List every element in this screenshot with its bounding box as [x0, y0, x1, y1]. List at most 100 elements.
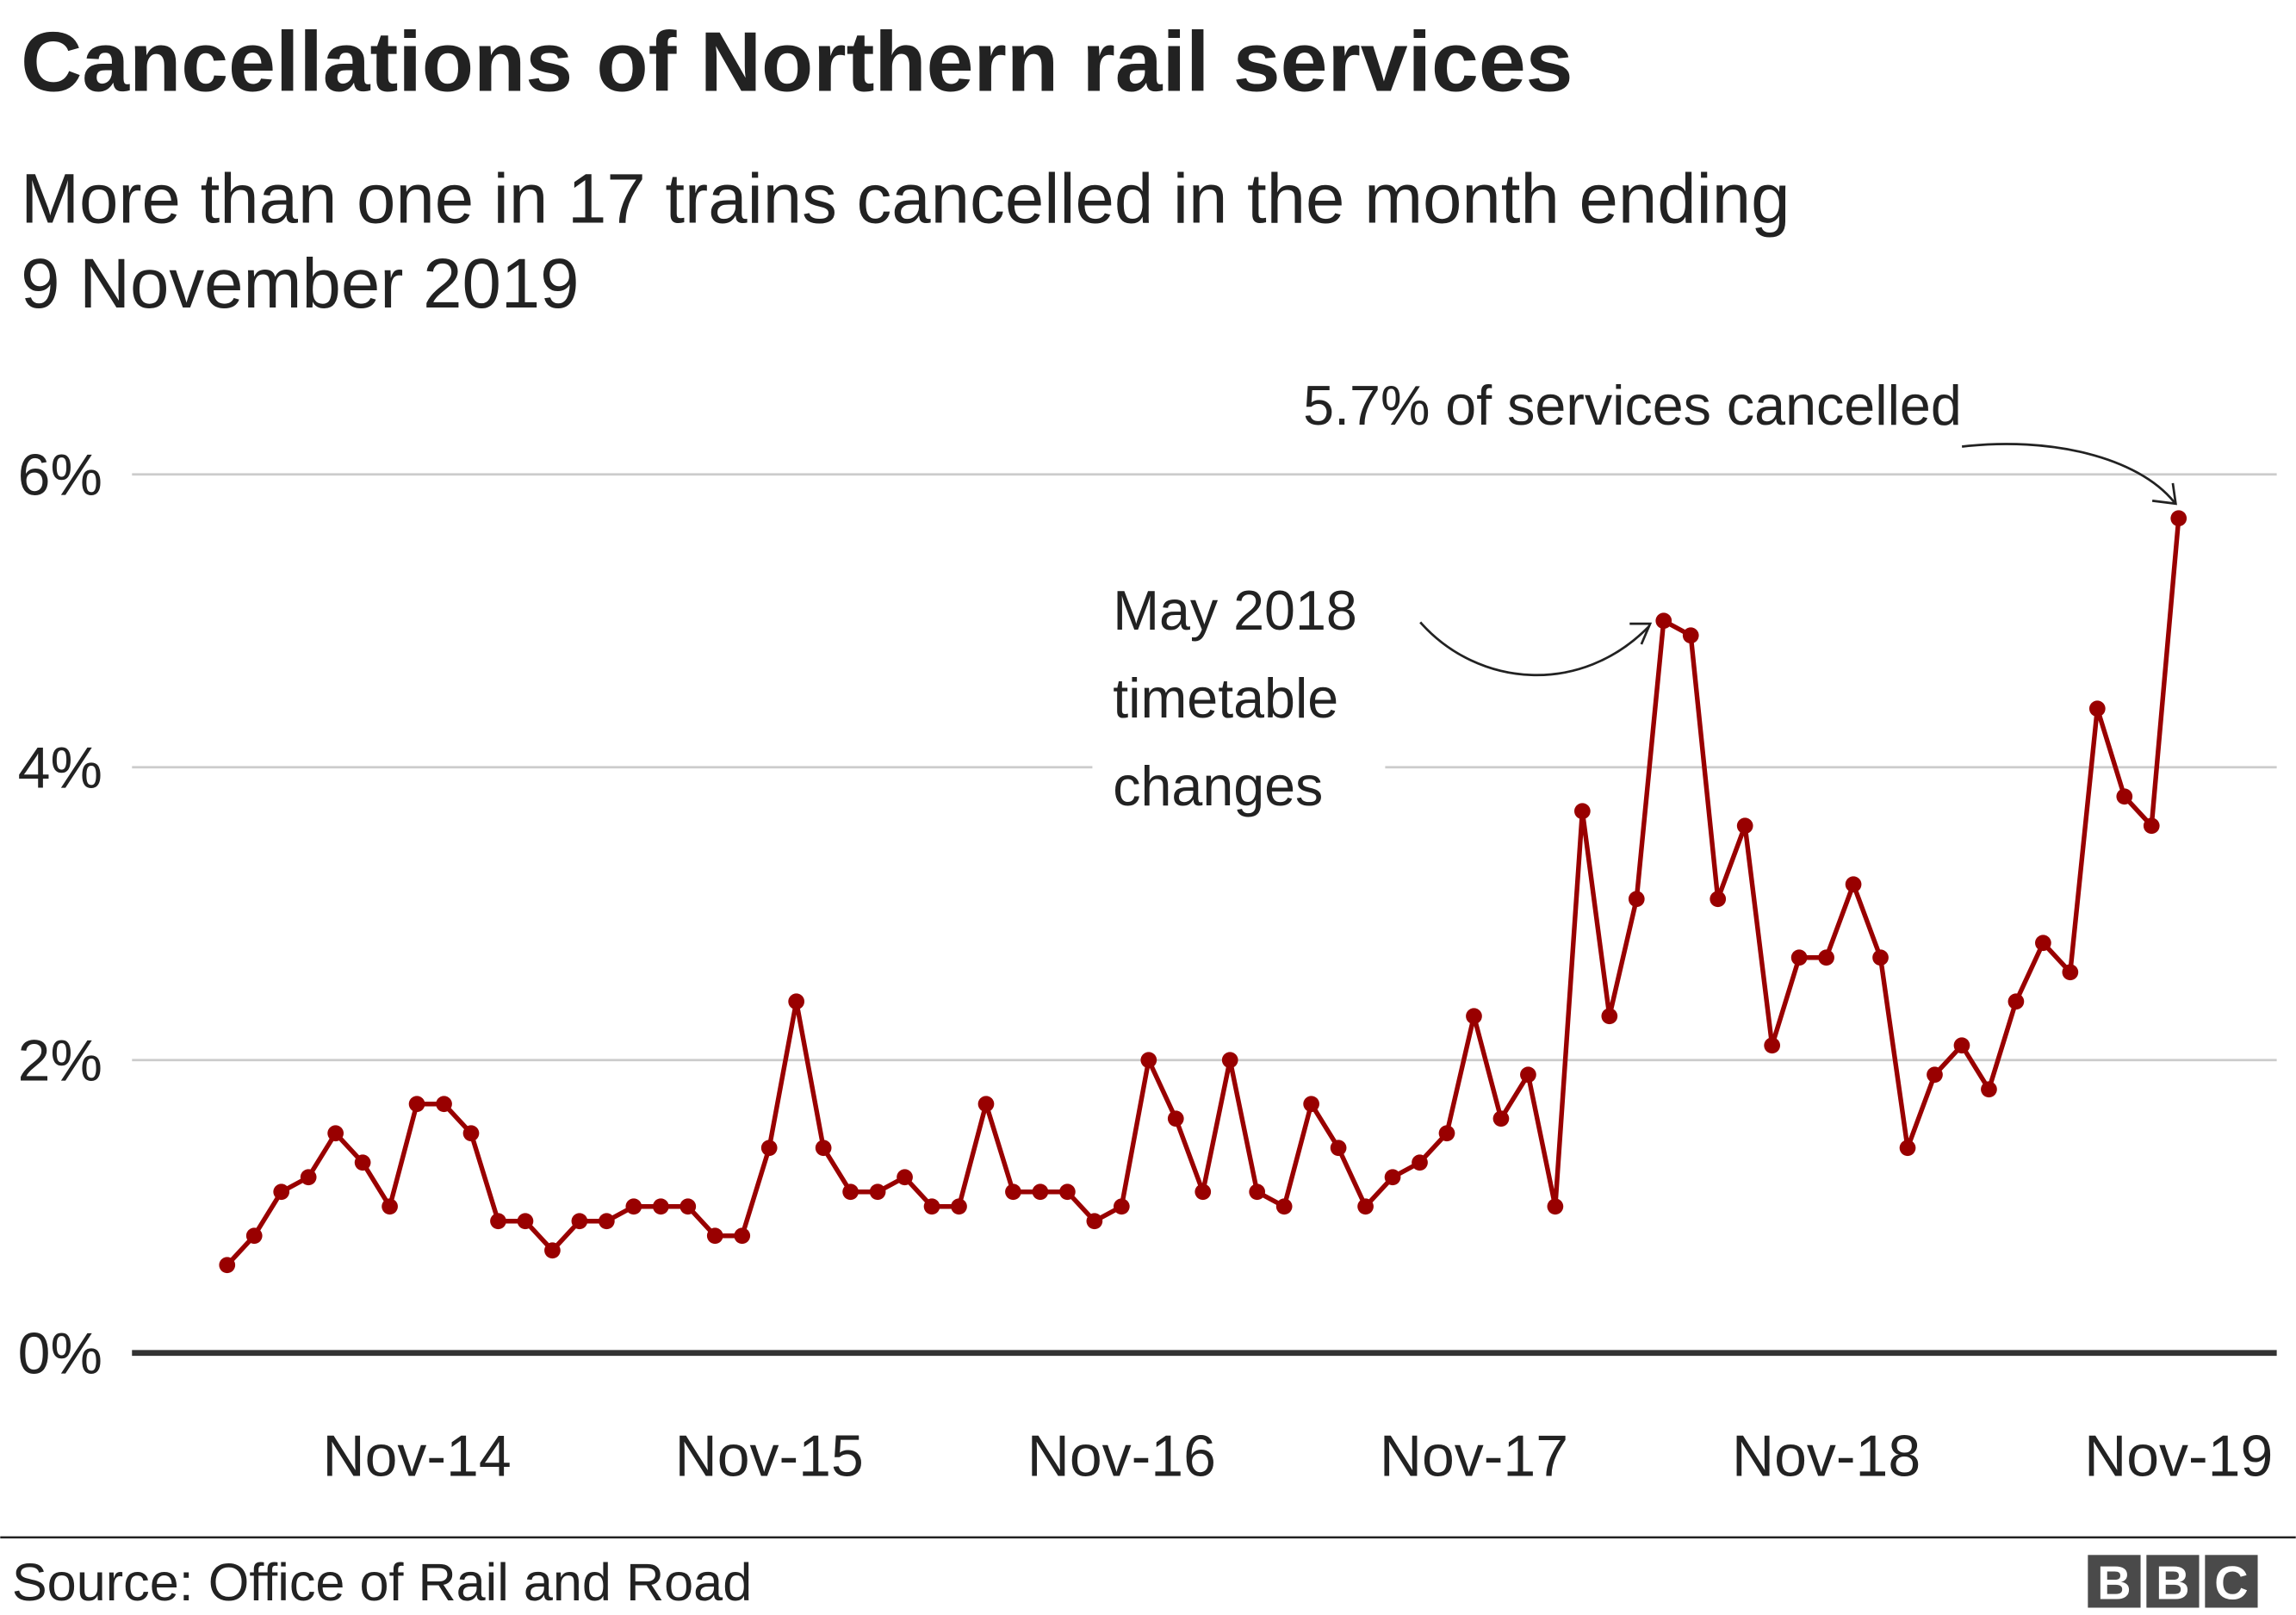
data-point — [327, 1125, 344, 1142]
data-point — [977, 1096, 995, 1113]
annotation-backdrop — [1092, 731, 1386, 805]
data-point — [1818, 949, 1834, 966]
data-point — [1601, 1008, 1618, 1025]
data-point — [1981, 1081, 1997, 1098]
chart-title: Cancellations of Northern rail services — [21, 14, 1573, 109]
data-point — [923, 1198, 940, 1215]
data-point — [1466, 1008, 1482, 1025]
data-point — [1032, 1183, 1049, 1201]
data-point — [1167, 1110, 1184, 1127]
data-point — [1086, 1213, 1103, 1230]
x-tick-label: Nov-18 — [1732, 1424, 1921, 1489]
chart-subtitle-line-2: 9 November 2019 — [21, 245, 579, 323]
data-point — [1628, 891, 1645, 908]
data-point — [1927, 1066, 1943, 1084]
annotation-arrow — [1419, 621, 1650, 677]
data-point — [2170, 510, 2187, 527]
data-point — [625, 1198, 642, 1215]
data-point — [1249, 1183, 1266, 1201]
data-point — [951, 1198, 967, 1215]
data-point — [1195, 1183, 1212, 1201]
data-point — [652, 1198, 669, 1215]
y-tick-label: 0% — [18, 1321, 102, 1387]
data-point — [1845, 876, 1862, 893]
x-tick-label: Nov-19 — [2084, 1424, 2273, 1489]
data-point — [354, 1154, 371, 1171]
data-point — [1790, 949, 1808, 966]
annotation-text-line: changes — [1113, 755, 1323, 817]
data-point — [408, 1096, 425, 1113]
data-point — [1764, 1037, 1781, 1054]
data-point — [2116, 788, 2133, 805]
y-tick-label: 4% — [18, 736, 102, 801]
data-point — [1275, 1198, 1293, 1215]
data-point — [815, 1140, 832, 1157]
y-axis-ticks: 0% 2% 4% 6% — [18, 443, 102, 1387]
bbc-logo: B B C — [2088, 1555, 2258, 1609]
annotation-may-2018: May 2018 timetable changes — [1113, 580, 1653, 817]
data-point — [382, 1198, 398, 1215]
annotation-text-line: May 2018 — [1113, 580, 1357, 642]
svg-text:C: C — [2214, 1556, 2248, 1609]
data-point — [1221, 1052, 1238, 1069]
data-point — [571, 1213, 588, 1230]
data-point — [2088, 700, 2106, 717]
x-axis-ticks: Nov-14 Nov-15 Nov-16 Nov-17 Nov-18 Nov-19 — [322, 1424, 2273, 1489]
data-point — [1492, 1110, 1510, 1127]
arrowhead-icon — [1629, 622, 1653, 645]
data-point — [1872, 949, 1889, 966]
annotation-text-line: timetable — [1113, 668, 1338, 730]
data-point — [300, 1169, 317, 1186]
data-point — [1113, 1198, 1130, 1215]
annotation-peak: 5.7% of services cancelled — [1303, 375, 2177, 506]
chart-subtitle-line-1: More than one in 17 trains cancelled in … — [21, 159, 1790, 238]
data-point — [1520, 1066, 1536, 1084]
source-text: Source: Office of Rail and Road — [12, 1553, 752, 1612]
data-point — [1655, 612, 1672, 630]
data-point — [1899, 1140, 1916, 1157]
data-point — [679, 1198, 697, 1215]
data-point — [462, 1125, 480, 1142]
data-point — [1303, 1096, 1319, 1113]
data-point — [2143, 817, 2160, 835]
data-point — [897, 1169, 913, 1186]
data-point — [1682, 627, 1699, 644]
data-point — [517, 1213, 534, 1230]
data-point — [544, 1242, 561, 1259]
data-point — [2007, 993, 2025, 1010]
x-tick-label: Nov-14 — [322, 1424, 511, 1489]
y-tick-label: 6% — [18, 443, 102, 508]
data-point — [1357, 1198, 1374, 1215]
data-point — [1710, 891, 1727, 908]
data-point — [219, 1257, 236, 1274]
data-point — [1412, 1154, 1428, 1171]
data-point — [2035, 935, 2051, 952]
data-point — [869, 1183, 886, 1201]
data-point — [1574, 803, 1591, 820]
data-point — [1953, 1037, 1970, 1054]
svg-text:B: B — [2156, 1556, 2189, 1609]
data-point — [760, 1140, 778, 1157]
x-tick-label: Nov-17 — [1380, 1424, 1568, 1489]
data-point — [245, 1227, 263, 1245]
data-point — [1736, 817, 1753, 835]
data-point — [1140, 1052, 1157, 1069]
annotation-arrow — [1961, 443, 2175, 503]
data-point — [842, 1183, 859, 1201]
data-point — [734, 1227, 751, 1245]
data-point — [1547, 1198, 1564, 1215]
arrowhead-icon — [2151, 482, 2177, 506]
annotation-text-line: 5.7% of services cancelled — [1303, 375, 1962, 437]
x-tick-label: Nov-16 — [1027, 1424, 1216, 1489]
data-point — [599, 1213, 615, 1230]
x-tick-label: Nov-15 — [675, 1424, 864, 1489]
data-point — [1330, 1140, 1347, 1157]
data-point — [788, 993, 805, 1010]
data-point — [2062, 964, 2079, 981]
data-point — [1438, 1125, 1455, 1142]
series-line — [219, 510, 2187, 1274]
y-tick-label: 2% — [18, 1028, 102, 1094]
data-point — [490, 1213, 506, 1230]
data-point — [273, 1183, 290, 1201]
